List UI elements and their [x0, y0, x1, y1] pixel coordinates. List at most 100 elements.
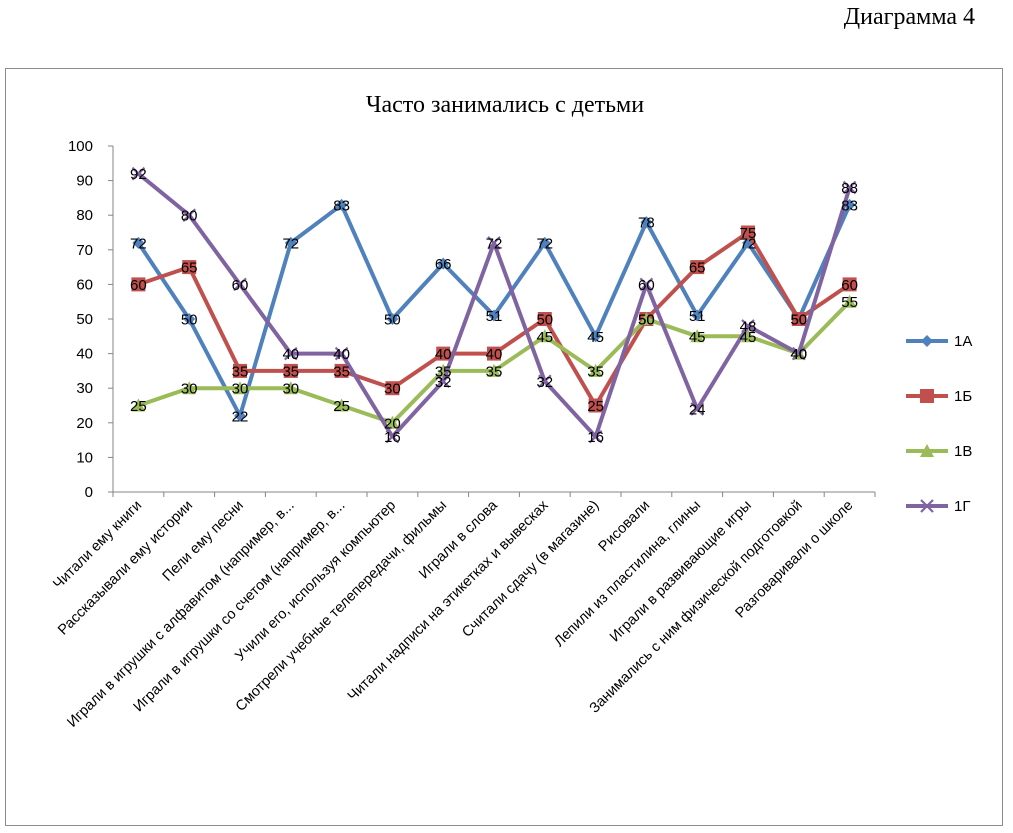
- data-point-x: [436, 374, 450, 389]
- data-label: 75: [740, 225, 757, 242]
- chart-legend: 1А 1Б 1В 1Г: [906, 333, 972, 515]
- data-point-triangle: [487, 363, 501, 377]
- y-tick-label: 80: [76, 207, 93, 224]
- data-point-diamond: [335, 198, 348, 211]
- data-label: 92: [130, 166, 147, 183]
- data-point-square: [690, 260, 705, 275]
- y-tick-label: 10: [76, 449, 93, 466]
- data-label: 40: [790, 346, 807, 363]
- data-label: 80: [181, 208, 198, 225]
- x-marker-stroke: [690, 402, 704, 416]
- data-point-square: [487, 346, 501, 361]
- data-label: 40: [282, 346, 299, 363]
- data-label: 60: [130, 277, 147, 294]
- x-marker-stroke: [792, 346, 806, 361]
- data-point-triangle: [385, 415, 400, 429]
- data-label: 60: [841, 277, 858, 294]
- data-point-square: [741, 225, 755, 240]
- data-point-triangle: [741, 329, 755, 343]
- series-1Г: [131, 166, 857, 444]
- data-label: 50: [790, 312, 807, 329]
- data-point-diamond: [691, 309, 704, 322]
- y-tick-label: 60: [76, 276, 93, 293]
- data-label: 65: [181, 260, 198, 277]
- data-point-triangle: [588, 363, 603, 377]
- data-point-triangle: [537, 329, 552, 343]
- data-label: 30: [282, 381, 299, 398]
- data-label: 66: [435, 256, 452, 273]
- series-layer: [131, 166, 857, 444]
- data-label: 35: [232, 363, 249, 380]
- data-labels-layer: 72 50 22 72 83 50 66 51 72 45 78 51 72 50 83 60 65 35 35 35…: [130, 166, 858, 446]
- x-marker-stroke: [284, 346, 298, 361]
- data-label: 16: [384, 429, 401, 446]
- x-marker-stroke: [131, 166, 146, 181]
- data-label: 24: [689, 401, 706, 418]
- data-point-triangle: [842, 294, 857, 308]
- x-marker-stroke: [842, 180, 857, 195]
- data-point-square: [842, 277, 857, 292]
- legend-item: 1А: [906, 333, 972, 350]
- data-label: 45: [689, 329, 706, 346]
- data-point-diamond: [437, 257, 450, 270]
- data-point-square: [131, 277, 146, 292]
- data-label: 55: [841, 294, 858, 311]
- data-label: 83: [333, 197, 350, 214]
- data-point-square: [182, 260, 197, 275]
- data-point-square: [588, 398, 603, 413]
- data-point-x: [487, 236, 501, 250]
- data-label: 65: [689, 260, 706, 277]
- data-point-triangle: [182, 381, 197, 395]
- data-point-triangle: [334, 398, 349, 412]
- data-label: 50: [638, 312, 655, 329]
- data-point-x: [334, 346, 349, 361]
- data-point-triangle: [920, 444, 934, 457]
- data-label: 51: [689, 308, 706, 325]
- data-point-triangle: [233, 381, 247, 395]
- x-marker-stroke: [334, 346, 349, 361]
- legend-item: 1Б: [906, 388, 972, 405]
- x-marker-stroke: [233, 277, 247, 292]
- data-point-square: [385, 381, 400, 396]
- data-point-diamond: [538, 236, 551, 249]
- data-label: 45: [587, 329, 604, 346]
- data-label: 51: [486, 308, 503, 325]
- data-point-triangle: [131, 398, 146, 412]
- diagram-number-label: Диаграмма 4: [843, 4, 975, 30]
- x-marker-stroke: [182, 208, 196, 222]
- data-label: 88: [841, 180, 858, 197]
- data-label: 25: [587, 398, 604, 415]
- x-marker-stroke: [385, 429, 400, 444]
- data-label: 72: [536, 235, 553, 252]
- data-label: 20: [384, 415, 401, 432]
- data-label: 30: [232, 381, 249, 398]
- legend-label: 1В: [954, 443, 972, 460]
- data-point-square: [436, 346, 451, 361]
- legend-label: 1Б: [954, 388, 972, 405]
- data-point-diamond: [386, 313, 399, 325]
- data-point-square: [233, 363, 247, 378]
- data-point-diamond: [234, 409, 246, 422]
- data-point-triangle: [690, 329, 705, 343]
- x-marker-stroke: [487, 236, 501, 250]
- data-label: 48: [740, 318, 757, 335]
- data-label: 40: [333, 346, 350, 363]
- data-label: 72: [130, 235, 147, 252]
- data-point-x: [639, 277, 654, 292]
- data-point-diamond: [183, 313, 196, 325]
- data-point-diamond: [640, 216, 653, 229]
- x-marker-stroke: [639, 277, 654, 292]
- data-label: 22: [232, 408, 249, 425]
- data-label: 35: [486, 363, 503, 380]
- data-label: 50: [181, 312, 198, 329]
- data-label: 50: [536, 312, 553, 329]
- data-point-square: [791, 312, 806, 326]
- data-label: 40: [790, 346, 807, 363]
- data-label: 60: [638, 277, 655, 294]
- data-point-x: [385, 429, 400, 444]
- data-point-x: [538, 374, 552, 389]
- data-point-x: [284, 346, 298, 361]
- chart-frame: [5, 68, 1003, 826]
- data-label: 32: [536, 374, 553, 391]
